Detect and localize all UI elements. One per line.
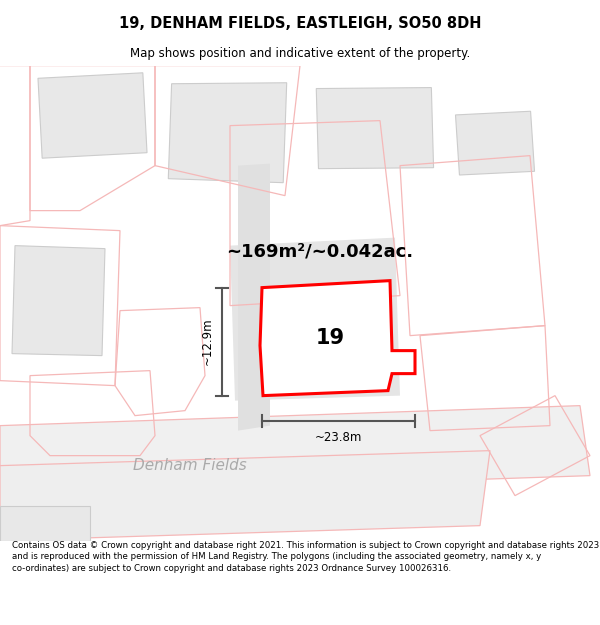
Text: Map shows position and indicative extent of the property.: Map shows position and indicative extent… <box>130 47 470 60</box>
Polygon shape <box>12 246 105 356</box>
Text: 19, DENHAM FIELDS, EASTLEIGH, SO50 8DH: 19, DENHAM FIELDS, EASTLEIGH, SO50 8DH <box>119 16 481 31</box>
Text: ~169m²/~0.042ac.: ~169m²/~0.042ac. <box>226 242 413 261</box>
Text: 19: 19 <box>316 328 344 348</box>
Text: Contains OS data © Crown copyright and database right 2021. This information is : Contains OS data © Crown copyright and d… <box>12 541 599 573</box>
Text: ~12.9m: ~12.9m <box>201 318 214 366</box>
Text: ~23.8m: ~23.8m <box>315 431 362 444</box>
Polygon shape <box>316 88 434 169</box>
Polygon shape <box>260 281 415 396</box>
Polygon shape <box>230 238 400 401</box>
Polygon shape <box>455 111 535 175</box>
Text: Denham Fields: Denham Fields <box>133 458 247 473</box>
Polygon shape <box>0 451 490 541</box>
Polygon shape <box>0 506 90 541</box>
Polygon shape <box>238 164 270 431</box>
Polygon shape <box>38 72 147 158</box>
Polygon shape <box>0 406 590 496</box>
Polygon shape <box>168 82 287 182</box>
